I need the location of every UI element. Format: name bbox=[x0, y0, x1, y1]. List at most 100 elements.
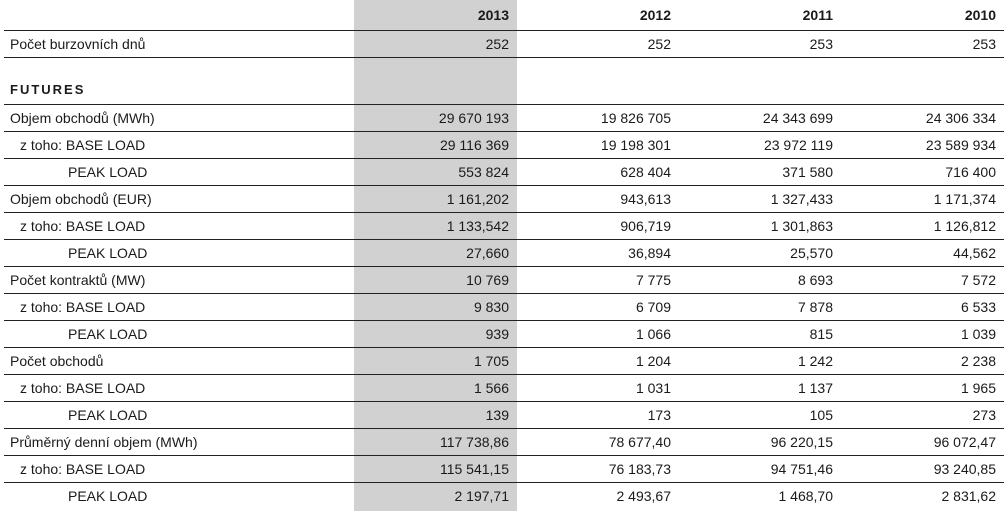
row-label: Objem obchodů (EUR) bbox=[4, 185, 354, 213]
cell-2012: 1 066 bbox=[517, 320, 679, 348]
cell-2012: 628 404 bbox=[517, 158, 679, 186]
cell-2010: 2 831,62 bbox=[941, 488, 997, 504]
cell-2011: 1 327,433 bbox=[679, 185, 841, 213]
cell-2010: 1 965 bbox=[841, 374, 1004, 402]
table-row: PEAK LOAD 139 173 105 273 bbox=[4, 401, 1004, 429]
cell-2013: 1 133,542 bbox=[354, 212, 517, 240]
trading-days-row: Počet burzovních dnů 252 252 253 253 bbox=[4, 30, 1004, 58]
row-label: Počet burzovních dnů bbox=[4, 30, 354, 58]
row-label: z toho: BASE LOAD bbox=[4, 455, 354, 483]
table-row: Objem obchodů (EUR) 1 161,202 943,613 1 327… bbox=[4, 185, 1004, 213]
cell-2012: 6 709 bbox=[517, 293, 679, 321]
row-label: PEAK LOAD bbox=[4, 158, 354, 186]
row-label: PEAK LOAD bbox=[4, 239, 354, 267]
spacer-row bbox=[4, 58, 1004, 76]
year-header-2013: 2013 bbox=[354, 0, 517, 31]
cell-2010: 716 400 bbox=[841, 158, 1004, 186]
row-label: z toho: BASE LOAD bbox=[4, 293, 354, 321]
table-row: z toho: BASE LOAD 1 566 1 031 1 137 1 965 bbox=[4, 374, 1004, 402]
cell-2010: 1 171,374 bbox=[841, 185, 1004, 213]
cell-2012: 76 183,73 bbox=[517, 455, 679, 483]
table-row: z toho: BASE LOAD 115 541,15 76 183,73 94 7… bbox=[4, 455, 1004, 483]
row-label: Počet obchodů bbox=[4, 347, 354, 375]
cell-2012: 252 bbox=[517, 30, 679, 58]
cell-2011: 96 220,15 bbox=[679, 428, 841, 456]
cell-2013: 29 670 193 bbox=[354, 104, 517, 132]
table-row: Objem obchodů (MWh) 29 670 193 19 826 705 2… bbox=[4, 104, 1004, 132]
row-label: z toho: BASE LOAD bbox=[4, 374, 354, 402]
cell-2012: 19 826 705 bbox=[517, 104, 679, 132]
cell-2013: 553 824 bbox=[354, 158, 517, 186]
cell-2010: 7 572 bbox=[841, 266, 1004, 294]
table-row: PEAK LOAD 553 824 628 404 371 580 716 400 bbox=[4, 158, 1004, 186]
cell-2010: 273 bbox=[841, 401, 1004, 429]
cell-2013: 10 769 bbox=[354, 266, 517, 294]
cell-2011: 8 693 bbox=[679, 266, 841, 294]
cell-2013: 27,660 bbox=[354, 239, 517, 267]
table-row: z toho: BASE LOAD 9 830 6 709 7 878 6 533 bbox=[4, 293, 1004, 321]
row-label: PEAK LOAD bbox=[4, 401, 354, 429]
table-row: PEAK LOAD 27,660 36,894 25,570 44,562 bbox=[4, 239, 1004, 267]
futures-statistics-table: 2013 2012 2011 2010 Počet burzovních dnů… bbox=[4, 0, 1004, 509]
cell-2010: 23 589 934 bbox=[841, 131, 1004, 159]
row-label: z toho: BASE LOAD bbox=[4, 212, 354, 240]
row-label: PEAK LOAD bbox=[4, 320, 354, 348]
cell-2012: 7 775 bbox=[517, 266, 679, 294]
cell-2012: 173 bbox=[517, 401, 679, 429]
header-row: 2013 2012 2011 2010 bbox=[4, 0, 1004, 31]
cell-2011: 23 972 119 bbox=[679, 131, 841, 159]
header-empty-cell bbox=[4, 0, 354, 31]
cell-2010: 24 306 334 bbox=[841, 104, 1004, 132]
cell-2011: 815 bbox=[679, 320, 841, 348]
cell-2012: 1 204 bbox=[517, 347, 679, 375]
cell-2012: 19 198 301 bbox=[517, 131, 679, 159]
cell-2011: 105 bbox=[679, 401, 841, 429]
section-heading-row: FUTURES bbox=[4, 75, 1004, 105]
cell-2012: 78 677,40 bbox=[517, 428, 679, 456]
cell-2010: 96 072,47 bbox=[841, 428, 1004, 456]
cell-2012: 943,613 bbox=[517, 185, 679, 213]
cell-2013: 1 161,202 bbox=[354, 185, 517, 213]
cell-2010: 44,562 bbox=[841, 239, 1004, 267]
row-label: Objem obchodů (MWh) bbox=[4, 104, 354, 132]
row-label: Počet kontraktů (MW) bbox=[4, 266, 354, 294]
table-row: z toho: BASE LOAD 29 116 369 19 198 301 23 … bbox=[4, 131, 1004, 159]
table-row: PEAK LOAD 2 197,71 2 493,67 1 468,70 2 831,6… bbox=[4, 483, 1004, 510]
row-label: z toho: BASE LOAD bbox=[4, 131, 354, 159]
cell-2011: 24 343 699 bbox=[679, 104, 841, 132]
cell-2013: 1 705 bbox=[354, 347, 517, 375]
year-header-2010: 2010 bbox=[841, 0, 1004, 31]
cell-2011: 94 751,46 bbox=[679, 455, 841, 483]
table-row: Průměrný denní objem (MWh) 117 738,86 78 6… bbox=[4, 428, 1004, 456]
cell-2010: 93 240,85 bbox=[841, 455, 1004, 483]
year-header-2011: 2011 bbox=[679, 0, 841, 31]
section-title: FUTURES bbox=[4, 75, 354, 105]
cell-2011: 253 bbox=[679, 30, 841, 58]
cell-2011: 1 137 bbox=[679, 374, 841, 402]
cell-2012: 36,894 bbox=[517, 239, 679, 267]
cell-2013: 115 541,15 bbox=[354, 455, 517, 483]
table-row: Počet kontraktů (MW) 10 769 7 775 8 693 7 57… bbox=[4, 266, 1004, 294]
cell-2011: 7 878 bbox=[679, 293, 841, 321]
cell-2012: 2 493,67 bbox=[616, 488, 672, 504]
cell-2012: 906,719 bbox=[517, 212, 679, 240]
table-row: PEAK LOAD 939 1 066 815 1 039 bbox=[4, 320, 1004, 348]
table-row: z toho: BASE LOAD 1 133,542 906,719 1 301,8… bbox=[4, 212, 1004, 240]
row-label: Průměrný denní objem (MWh) bbox=[4, 428, 354, 456]
cell-2011: 1 301,863 bbox=[679, 212, 841, 240]
cell-2013: 252 bbox=[354, 30, 517, 58]
cell-2010: 1 039 bbox=[841, 320, 1004, 348]
cell-2013: 139 bbox=[354, 401, 517, 429]
cell-2013: 29 116 369 bbox=[354, 131, 517, 159]
cell-2013: 117 738,86 bbox=[354, 428, 517, 456]
cell-2011: 1 468,70 bbox=[778, 488, 834, 504]
cell-2013: 939 bbox=[354, 320, 517, 348]
cell-2010: 1 126,812 bbox=[841, 212, 1004, 240]
row-label: PEAK LOAD bbox=[68, 488, 148, 504]
cell-2011: 371 580 bbox=[679, 158, 841, 186]
table-row: Počet obchodů 1 705 1 204 1 242 2 238 bbox=[4, 347, 1004, 375]
cell-2013: 9 830 bbox=[354, 293, 517, 321]
cell-2011: 1 242 bbox=[679, 347, 841, 375]
cell-2013: 1 566 bbox=[354, 374, 517, 402]
cell-2012: 1 031 bbox=[517, 374, 679, 402]
